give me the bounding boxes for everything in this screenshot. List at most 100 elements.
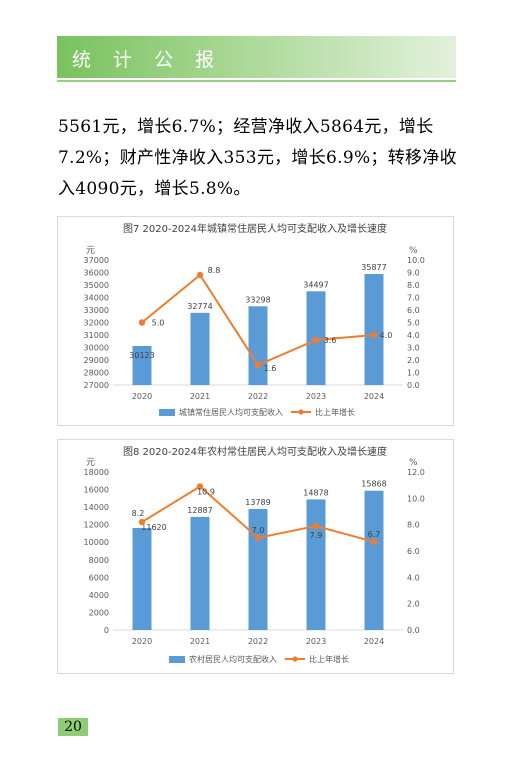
legend-label: 比上年增长 (309, 654, 349, 664)
growth-point (138, 319, 146, 326)
bar (364, 490, 384, 630)
bar-value-label: 30123 (129, 351, 154, 360)
left-axis-tick-label: 34000 (84, 294, 109, 303)
right-axis-tick-label: 4.0 (407, 331, 420, 340)
bar-value-label: 34497 (303, 280, 328, 289)
bar (190, 516, 210, 630)
x-axis-tick-label: 2020 (132, 637, 152, 646)
growth-value-label: 1.6 (264, 364, 277, 373)
x-axis-tick-label: 2024 (364, 637, 384, 646)
right-axis-tick-label: 0.0 (407, 626, 420, 635)
body-paragraph: 5561元，增长6.7%；经营净收入5864元，增长 7.2%；财产性净收入35… (58, 112, 458, 205)
legend-swatch-bar (169, 656, 185, 663)
left-axis-tick-label: 12000 (84, 521, 109, 530)
left-axis-tick-label: 0 (104, 626, 109, 635)
chart-title: 图7 2020-2024年城镇常住居民人均可支配收入及增长速度 (123, 222, 387, 235)
growth-value-label: 7.9 (310, 531, 323, 540)
left-axis-tick-label: 16000 (84, 486, 109, 495)
body-line: 7.2%；财产性净收入353元，增长6.9%；转移净收 (58, 148, 457, 168)
right-axis-tick-label: 8.0 (407, 281, 420, 290)
bar-value-label: 14878 (303, 488, 328, 497)
body-line: 入4090元，增长5.8%。 (58, 179, 251, 199)
bar-value-label: 35877 (361, 263, 386, 272)
growth-point (254, 361, 262, 369)
left-axis-unit-label: 元 (86, 246, 95, 256)
chart-rural-income: 图8 2020-2024年农村常住居民人均可支配收入及增长速度元% 0 2000 40… (57, 439, 454, 674)
x-axis-tick-label: 2021 (190, 637, 210, 646)
section-title: 统 计 公 报 (72, 49, 223, 71)
legend-swatch-marker (292, 656, 298, 662)
bar (132, 528, 152, 630)
page-number: 20 (58, 718, 88, 736)
growth-value-label: 4.0 (380, 331, 393, 340)
x-axis-tick-label: 2024 (364, 392, 384, 401)
right-axis-tick-label: 6.0 (407, 547, 420, 556)
x-axis-tick-label: 2023 (306, 392, 326, 401)
legend-swatch-marker (298, 409, 304, 415)
x-axis-tick-label: 2022 (248, 637, 268, 646)
left-axis-tick-label: 6000 (89, 573, 109, 582)
bar-value-label: 12887 (187, 506, 212, 515)
growth-point (138, 518, 146, 526)
bar-value-label: 33298 (245, 295, 270, 304)
growth-point (196, 271, 204, 279)
growth-value-label: 10.9 (197, 487, 215, 496)
bar-value-label: 13789 (245, 498, 270, 507)
left-axis-tick-label: 31000 (84, 331, 109, 340)
left-axis-tick-label: 29000 (84, 356, 109, 365)
growth-value-label: 8.2 (132, 509, 145, 518)
right-axis-tick-label: 1.0 (407, 369, 420, 378)
growth-value-label: 6.7 (368, 530, 381, 539)
bar (306, 499, 326, 630)
left-axis-tick-label: 28000 (84, 369, 109, 378)
bar (248, 508, 268, 630)
right-axis-tick-label: 12.0 (407, 468, 425, 477)
left-axis-tick-label: 36000 (84, 269, 109, 278)
left-axis-tick-label: 2000 (89, 608, 109, 617)
body-line: 5561元，增长6.7%；经营净收入5864元，增长 (58, 117, 434, 137)
x-axis-tick-label: 2021 (190, 392, 210, 401)
right-axis-tick-label: 8.0 (407, 521, 420, 530)
legend-label: 城镇常住居民人均可支配收入 (179, 407, 283, 417)
left-axis-tick-label: 14000 (84, 503, 109, 512)
left-axis-tick-label: 33000 (84, 306, 109, 315)
left-axis-unit-label: 元 (86, 458, 95, 468)
right-axis-tick-label: 0.0 (407, 381, 420, 390)
section-header-band (57, 36, 456, 78)
chart-title: 图8 2020-2024年农村常住居民人均可支配收入及增长速度 (123, 445, 387, 458)
left-axis-tick-label: 10000 (84, 538, 109, 547)
left-axis-tick-label: 37000 (84, 256, 109, 265)
left-axis-tick-label: 32000 (84, 319, 109, 328)
bar (364, 274, 384, 385)
bar-value-label: 11620 (141, 523, 166, 532)
bar-value-label: 32774 (187, 302, 212, 311)
right-axis-tick-label: 3.0 (407, 344, 420, 353)
left-axis-tick-label: 18000 (84, 468, 109, 477)
right-axis-tick-label: 9.0 (407, 269, 420, 278)
left-axis-tick-label: 35000 (84, 281, 109, 290)
growth-point (254, 534, 262, 542)
left-axis-tick-label: 4000 (89, 591, 109, 600)
legend-label: 农村居民人均可支配收入 (189, 654, 277, 664)
growth-value-label: 5.0 (152, 319, 165, 328)
header-divider (57, 80, 456, 82)
left-axis-tick-label: 30000 (84, 344, 109, 353)
growth-point (370, 538, 378, 545)
growth-point (312, 522, 320, 530)
growth-point (196, 483, 204, 490)
growth-point (370, 331, 378, 339)
x-axis-tick-label: 2022 (248, 392, 268, 401)
right-axis-tick-label: 2.0 (407, 356, 420, 365)
legend-swatch-bar (159, 409, 175, 416)
growth-value-label: 3.6 (324, 336, 337, 345)
bar-value-label: 15868 (361, 480, 386, 489)
bar (132, 345, 152, 385)
left-axis-tick-label: 27000 (84, 381, 109, 390)
bar (248, 306, 268, 385)
growth-value-label: 8.8 (208, 266, 221, 275)
right-axis-unit-label: % (409, 458, 418, 468)
bar (190, 312, 210, 385)
growth-point (312, 336, 320, 344)
